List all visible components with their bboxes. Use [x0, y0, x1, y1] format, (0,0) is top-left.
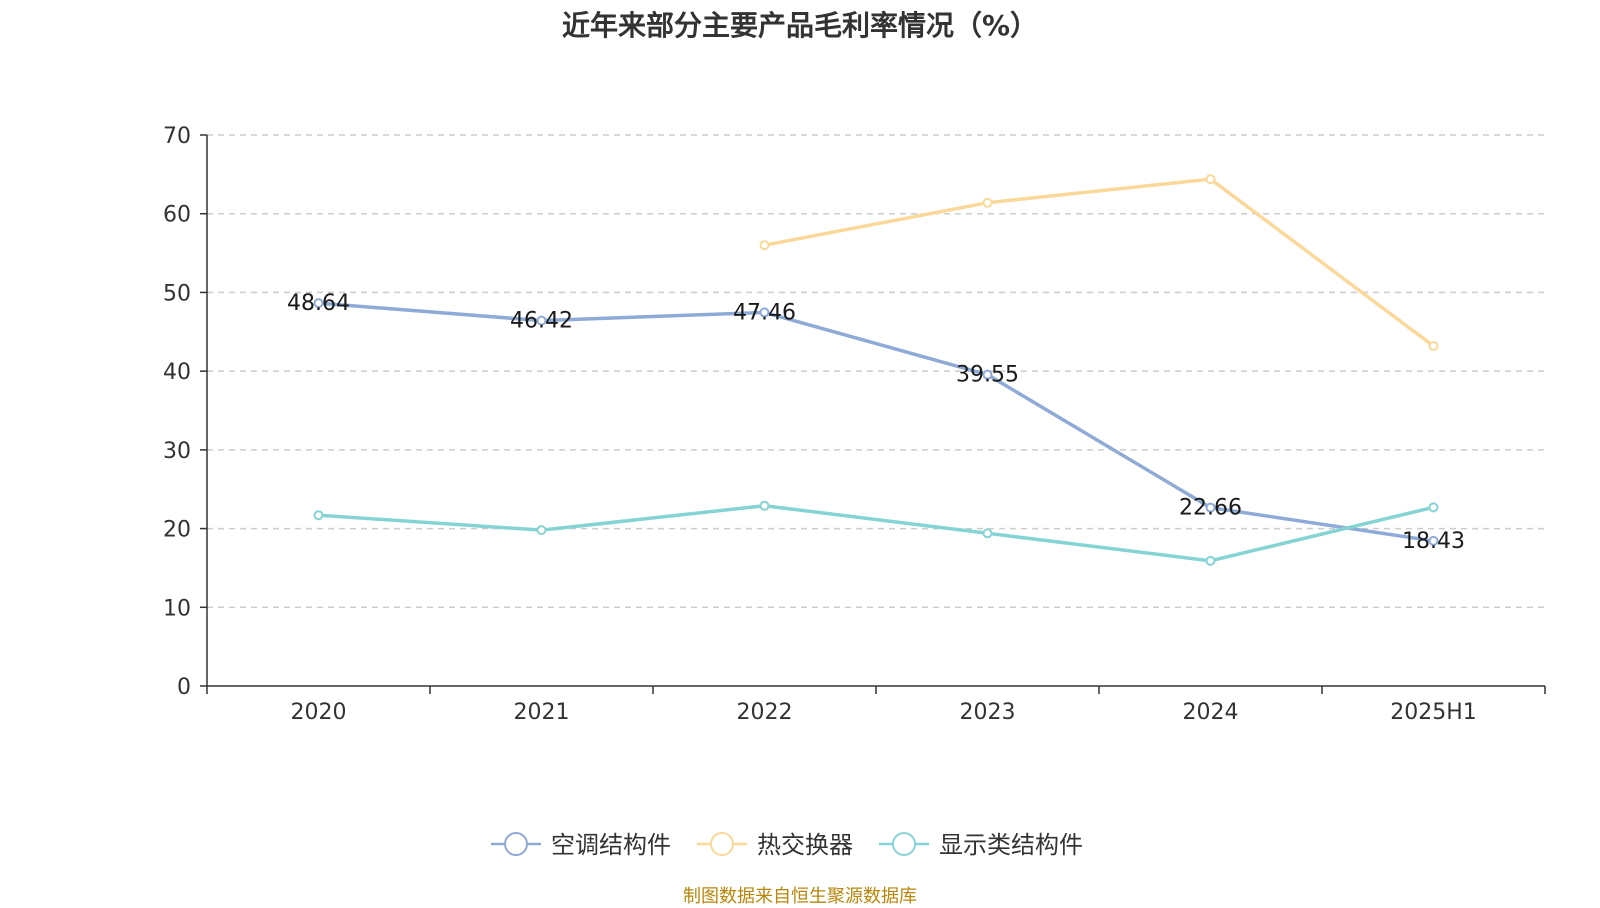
chart-title: 近年来部分主要产品毛利率情况（%）: [561, 9, 1039, 42]
legend-item-3: 显示类结构件: [879, 831, 1083, 859]
legend-marker: [710, 832, 734, 856]
data-point: [982, 369, 993, 380]
x-tick-label: 2021: [514, 700, 570, 725]
series-line: [764, 177, 1435, 348]
y-tick-label: 10: [163, 596, 191, 621]
data-point: [982, 528, 993, 539]
x-tick-label: 2022: [737, 700, 793, 725]
data-point: [759, 240, 770, 251]
data-point: [759, 500, 770, 511]
data-label: 18.43: [1402, 529, 1465, 554]
data-point: [982, 197, 993, 208]
data-point: [1428, 535, 1439, 546]
legend-item-2: 热交换器: [697, 831, 853, 859]
data-point: [1205, 174, 1216, 185]
y-tick-label: 0: [177, 675, 191, 700]
series-line: [318, 503, 1434, 563]
data-label: 39.55: [956, 363, 1019, 388]
legend-item-1: 空调结构件: [491, 831, 671, 859]
series-3: [313, 500, 1439, 566]
legend-label: 显示类结构件: [939, 831, 1083, 859]
y-tick-label: 20: [163, 518, 191, 543]
data-point: [313, 510, 324, 521]
legend-label: 热交换器: [757, 831, 853, 859]
x-tick-label: 2024: [1183, 700, 1239, 725]
x-tick-label: 2025H1: [1390, 700, 1477, 725]
data-point: [1205, 555, 1216, 566]
series-2: [759, 174, 1439, 351]
data-point: [536, 525, 547, 536]
data-labels: 48.64 46.42 47.46 39.55 22.66 18.43: [287, 291, 1465, 554]
series-1: [313, 298, 1439, 546]
data-point: [1428, 340, 1439, 351]
data-label: 48.64: [287, 291, 350, 316]
data-point: [1205, 502, 1216, 513]
data-label: 46.42: [510, 309, 573, 334]
y-tick-label: 30: [163, 439, 191, 464]
legend: 空调结构件 热交换器 显示类结构件: [491, 831, 1083, 859]
legend-marker: [892, 832, 916, 856]
x-tick-label: 2023: [960, 700, 1016, 725]
data-point: [536, 315, 547, 326]
y-tick-label: 70: [163, 124, 191, 149]
data-point: [313, 298, 324, 309]
grid-lines: [207, 134, 1545, 609]
y-tick-label: 50: [163, 281, 191, 306]
y-tick-label: 40: [163, 360, 191, 385]
y-tick-label: 60: [163, 203, 191, 228]
x-tick-label: 2020: [291, 700, 347, 725]
axes: 0 10 20 30 40 50 60 70 2020 2021 2022 2023 2024 2025H…: [163, 124, 1546, 725]
data-point: [1428, 502, 1439, 513]
data-point: [759, 307, 770, 318]
legend-label: 空调结构件: [551, 831, 671, 859]
legend-marker: [504, 832, 528, 856]
source-note: 制图数据来自恒生聚源数据库: [683, 886, 917, 907]
series-layer: [313, 174, 1439, 566]
data-label: 22.66: [1179, 496, 1242, 521]
series-line: [318, 301, 1434, 543]
data-label: 47.46: [733, 300, 796, 325]
